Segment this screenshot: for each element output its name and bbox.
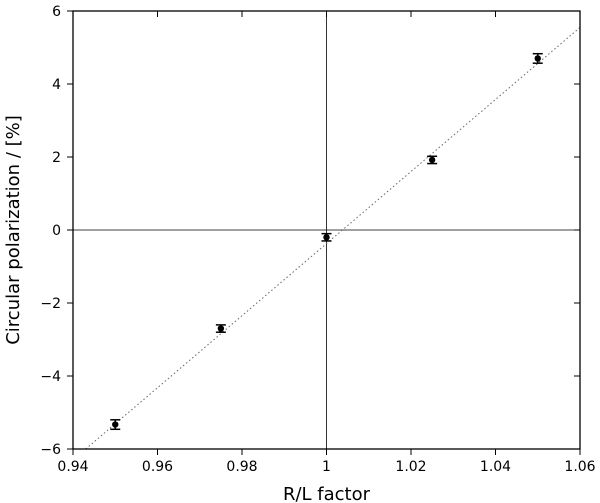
fit-line-group — [85, 27, 581, 450]
y-tick-label: −6 — [40, 442, 61, 458]
y-axis-label: Circular polarization / [%] — [3, 115, 24, 345]
y-tick-label: 2 — [52, 150, 61, 166]
point-marker — [112, 421, 119, 428]
reference-lines — [73, 11, 580, 449]
x-axis-label: R/L factor — [283, 484, 371, 503]
data-point — [532, 52, 543, 64]
y-tick-label: 4 — [52, 77, 61, 93]
data-point — [110, 419, 121, 431]
data-points — [110, 52, 543, 431]
point-marker — [323, 234, 330, 241]
y-tick-label: 6 — [52, 4, 61, 20]
data-point — [321, 232, 332, 242]
y-tick-label: −2 — [40, 296, 61, 312]
point-marker — [534, 55, 541, 62]
x-tick-label: 1 — [322, 459, 331, 475]
fit-line — [85, 27, 581, 450]
point-marker — [217, 325, 225, 332]
x-tick-label: 0.94 — [57, 459, 88, 475]
y-tick-label: 0 — [52, 223, 61, 239]
x-tick-label: 0.96 — [142, 459, 173, 475]
data-point — [427, 155, 438, 165]
x-tick-label: 1.04 — [480, 459, 511, 475]
data-point — [215, 324, 226, 333]
x-tick-label: 0.98 — [226, 459, 257, 475]
y-tick-label: −4 — [40, 369, 61, 385]
x-tick-label: 1.02 — [395, 459, 426, 475]
x-tick-label: 1.06 — [564, 459, 595, 475]
x-axis-ticks: 0.94 0.96 0.98 1 1.02 1.04 1.06 — [57, 11, 596, 475]
y-axis-ticks: −6 −4 −2 0 2 4 6 — [40, 4, 580, 458]
point-marker — [428, 156, 436, 164]
